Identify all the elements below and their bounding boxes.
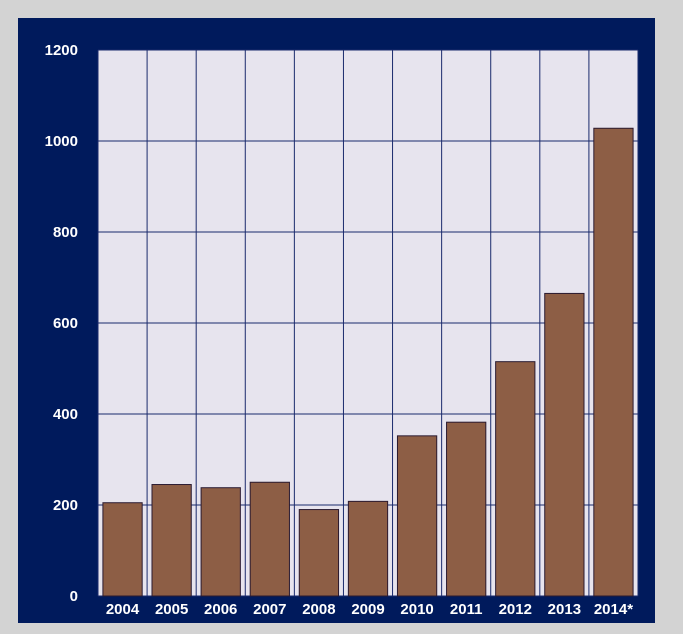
chart-panel: 0 200 400 600 800 1000 1200 2004 2005 2006 2007 20… xyxy=(18,18,655,623)
y-tick-label: 600 xyxy=(53,315,78,332)
x-tick-label: 2009 xyxy=(351,601,384,618)
x-tick-label: 2010 xyxy=(400,601,433,618)
y-tick-label: 1000 xyxy=(45,133,78,150)
x-tick-label: 2004 xyxy=(106,601,140,618)
bars xyxy=(102,127,634,597)
bar-2004 xyxy=(102,502,143,597)
y-axis-ticks: 0 200 400 600 800 1000 1200 xyxy=(45,42,78,605)
bar-2009 xyxy=(347,500,389,597)
bar-2006 xyxy=(200,487,241,597)
x-tick-label: 2012 xyxy=(499,601,532,618)
x-tick-label: 2007 xyxy=(253,601,286,618)
y-tick-label: 800 xyxy=(53,224,78,241)
bar-2007 xyxy=(249,481,290,597)
bar-2005 xyxy=(151,484,192,597)
x-tick-label: 2014* xyxy=(594,601,633,618)
x-tick-label: 2008 xyxy=(302,601,335,618)
bar-2012 xyxy=(495,361,536,597)
grid-lines xyxy=(97,49,639,597)
y-tick-label: 1200 xyxy=(45,42,78,59)
y-tick-label: 0 xyxy=(70,588,78,605)
x-axis-ticks: 2004 2005 2006 2007 2008 2009 2010 2011 2012 2013… xyxy=(106,601,633,618)
bar-2013 xyxy=(544,292,585,597)
bar-2008 xyxy=(298,509,340,597)
x-tick-label: 2006 xyxy=(204,601,237,618)
x-tick-label: 2005 xyxy=(155,601,188,618)
bar-2014 xyxy=(593,127,634,597)
y-tick-label: 200 xyxy=(53,497,78,514)
bar-2010 xyxy=(396,435,438,597)
x-tick-label: 2011 xyxy=(450,601,483,618)
x-tick-label: 2013 xyxy=(548,601,581,618)
bar-2011 xyxy=(446,421,487,597)
y-tick-label: 400 xyxy=(53,406,78,423)
